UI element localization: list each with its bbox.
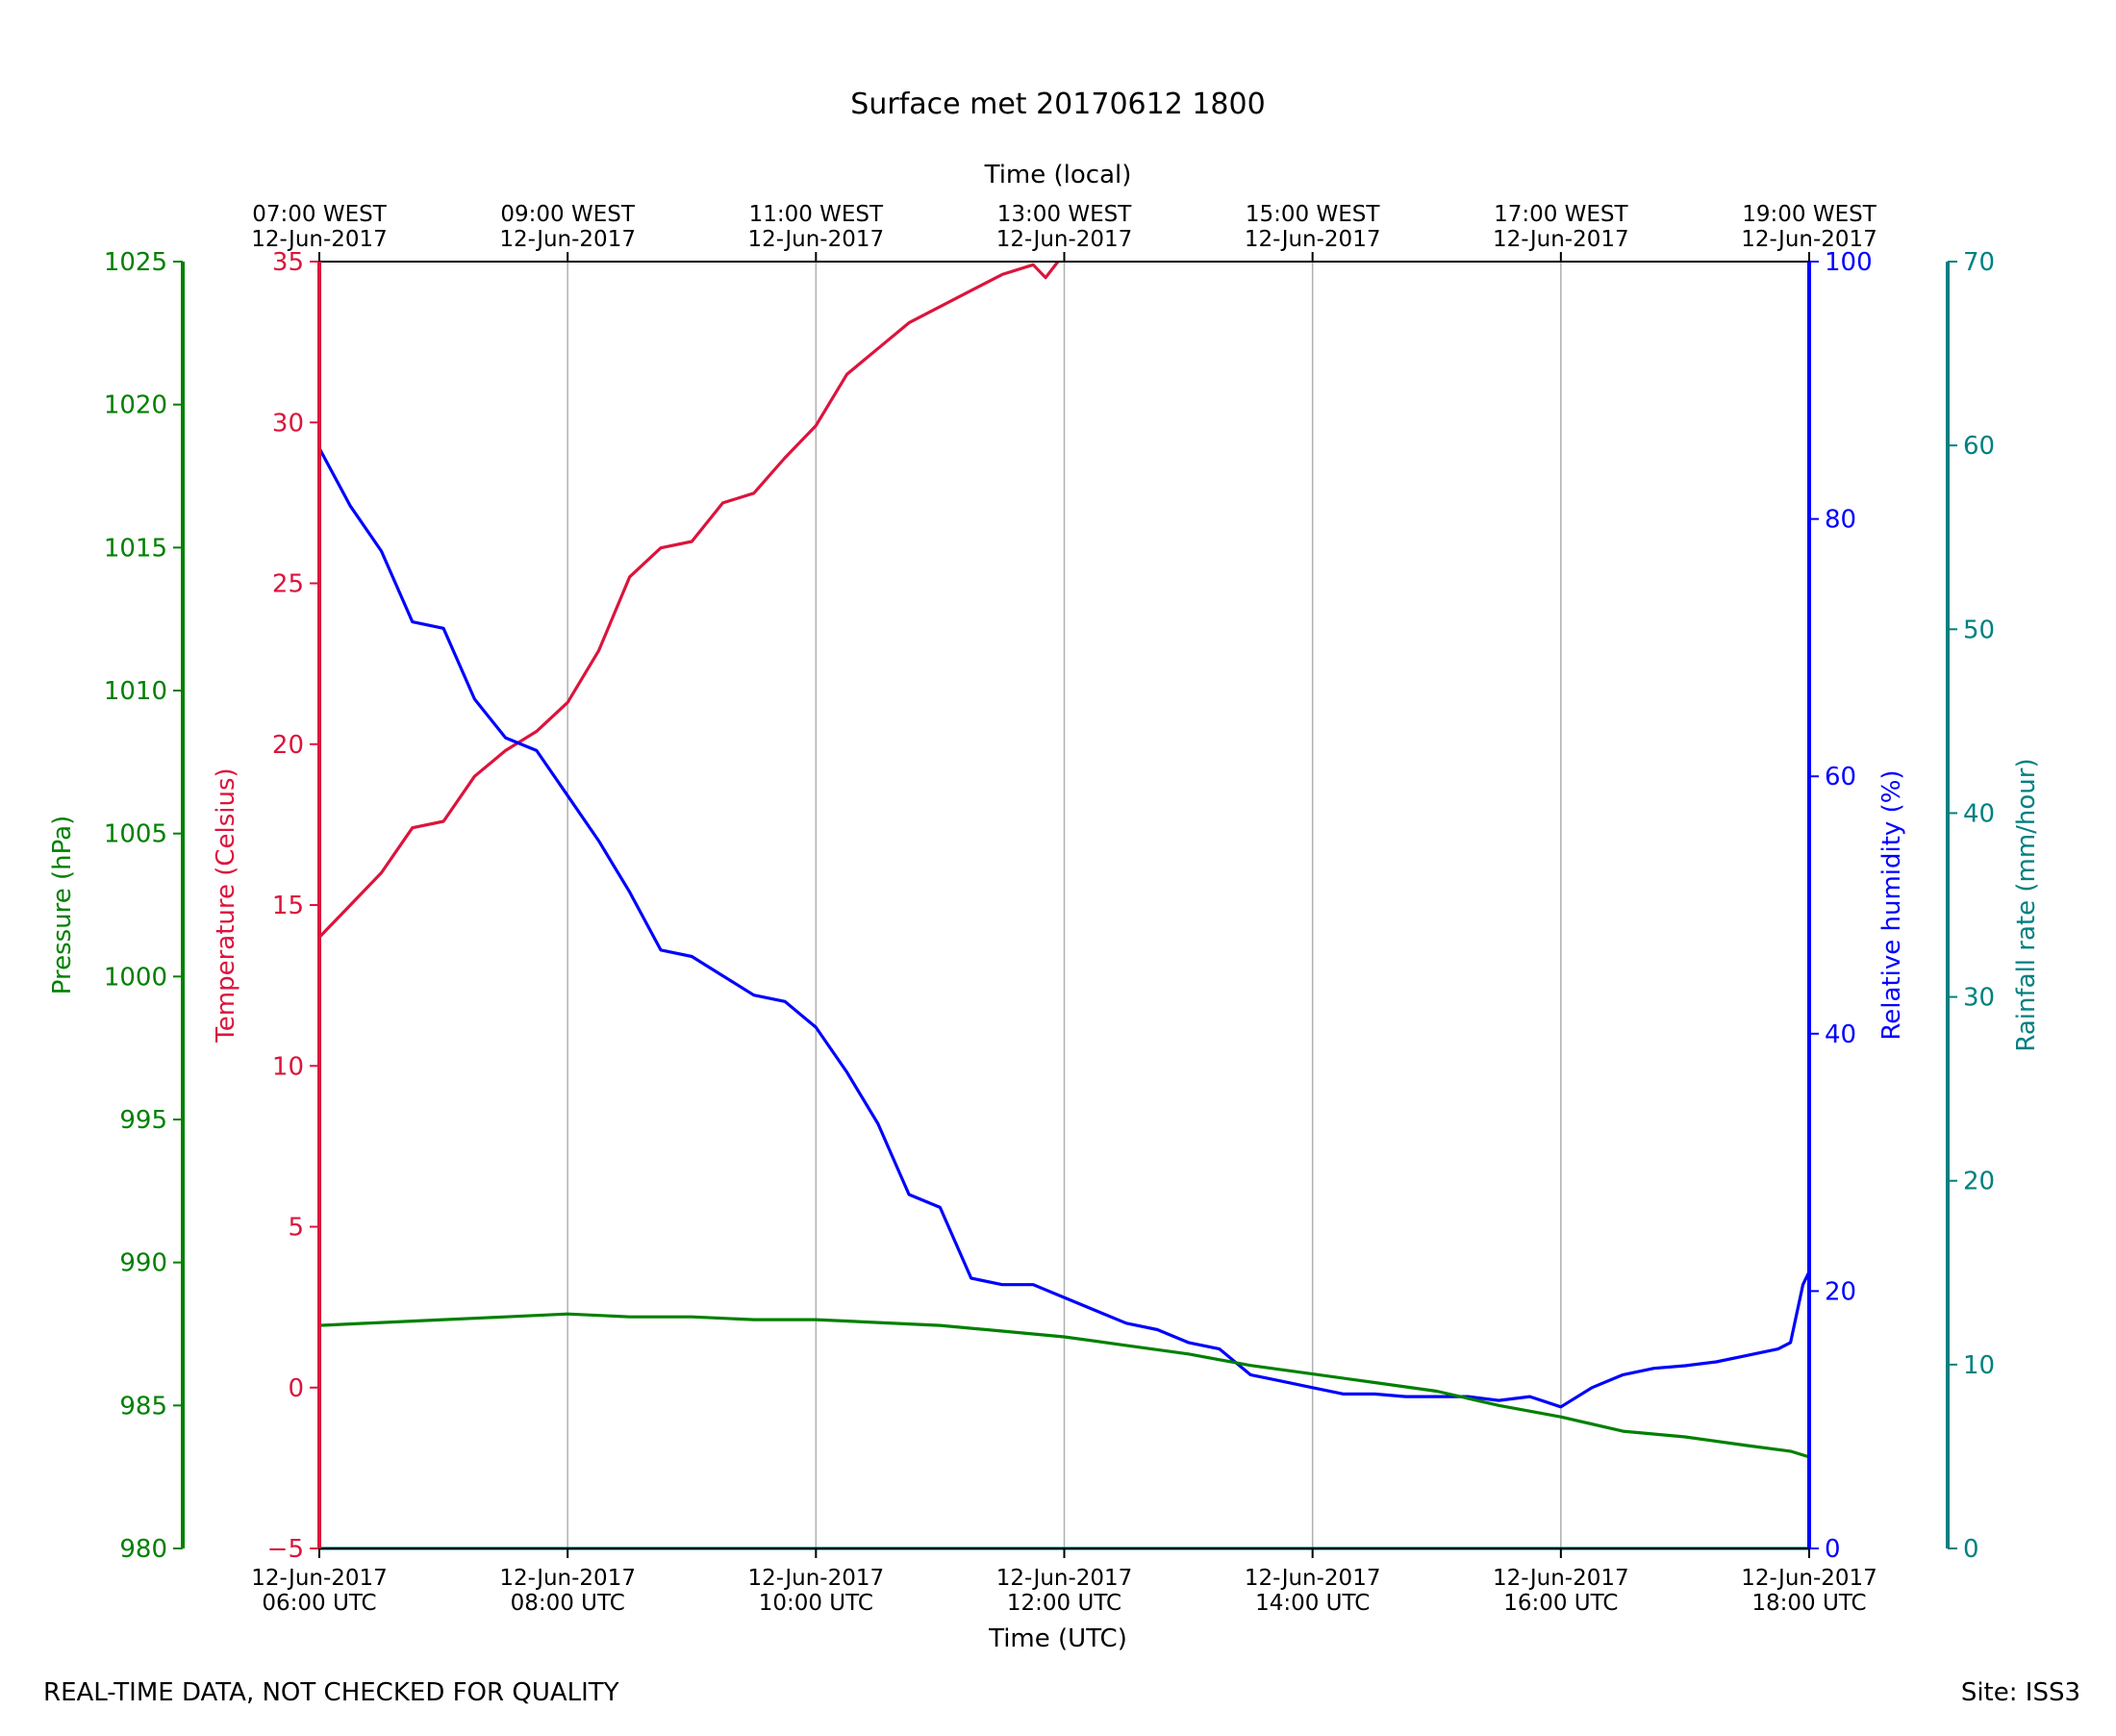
temperature-tick-label: 0 [288,1374,304,1403]
top-x-tick-date: 12-Jun-2017 [1245,227,1381,252]
series-line-relative-humidity [317,447,1811,1409]
series-line-temperature [317,261,1060,939]
temperature-tick-label: −5 [267,1535,304,1564]
pressure-tick-label: 1020 [104,391,167,420]
bottom-x-tick-date: 12-Jun-2017 [996,1566,1133,1591]
humidity-axis-label: Relative humidity (%) [1877,769,1906,1040]
bottom-x-tick-time: 10:00 UTC [759,1591,873,1616]
top-x-tick-date: 12-Jun-2017 [1741,227,1877,252]
bottom-x-tick-date: 12-Jun-2017 [251,1566,388,1591]
chart-title: Surface met 20170612 1800 [850,88,1265,121]
rainfall-tick-label: 10 [1963,1351,1995,1380]
rainfall-tick-label: 60 [1963,432,1995,461]
pressure-tick-label: 1000 [104,963,167,992]
humidity-tick-label: 100 [1825,248,1873,277]
site-label: Site: ISS3 [1961,1678,2080,1707]
bottom-x-tick-date: 12-Jun-2017 [1493,1566,1629,1591]
pressure-tick-label: 990 [119,1249,167,1278]
pressure-tick-label: 985 [119,1392,167,1421]
top-x-tick-time: 13:00 WEST [997,202,1132,227]
bottom-x-tick-time: 14:00 UTC [1255,1591,1370,1616]
top-x-tick-date: 12-Jun-2017 [499,227,636,252]
temperature-axis-label: Temperature (Celsius) [212,767,240,1043]
series-line-pressure [318,1312,1810,1459]
pressure-axis: 980 985 990 995 1000 1005 1010 1015 1020 1025 Pres… [48,248,185,1564]
top-x-tick-time: 09:00 WEST [500,202,635,227]
temperature-axis: −5 0 5 10 15 20 25 30 35 Temperature (Celsius) [212,248,321,1564]
bottom-x-tick-date: 12-Jun-2017 [1245,1566,1381,1591]
bottom-x-tick-time: 08:00 UTC [511,1591,625,1616]
rainfall-tick-label: 40 [1963,799,1995,828]
temperature-tick-label: 25 [272,570,304,599]
humidity-tick-label: 40 [1825,1020,1856,1049]
bottom-x-tick-time: 16:00 UTC [1503,1591,1618,1616]
top-x-tick-time: 17:00 WEST [1494,202,1628,227]
pressure-tick-label: 980 [119,1535,167,1564]
rainfall-tick-label: 0 [1963,1535,1979,1564]
rainfall-tick-label: 30 [1963,984,1995,1013]
temperature-tick-label: 5 [288,1214,304,1243]
humidity-tick-label: 20 [1825,1277,1856,1306]
bottom-x-tick-time: 06:00 UTC [262,1591,376,1616]
rainfall-tick-label: 50 [1963,616,1995,644]
pressure-axis-label: Pressure (hPa) [48,816,77,995]
top-axis-label: Time (local) [984,161,1132,189]
rainfall-tick-label: 20 [1963,1168,1995,1196]
pressure-tick-label: 1010 [104,677,167,706]
top-x-tick-date: 12-Jun-2017 [748,227,885,252]
axes: 980985990995100010051010101510201025Pres… [48,202,2041,1616]
temperature-tick-label: 10 [272,1052,304,1081]
top-x-tick-date: 12-Jun-2017 [251,227,388,252]
rainfall-axis-label: Rainfall rate (mm/hour) [2012,758,2041,1051]
bottom-x-tick-date: 12-Jun-2017 [748,1566,885,1591]
temperature-tick-label: 35 [272,248,304,277]
temperature-tick-label: 15 [272,892,304,920]
pressure-tick-label: 1015 [104,534,167,563]
bottom-x-tick-date: 12-Jun-2017 [499,1566,636,1591]
rainfall-tick-label: 70 [1963,248,1995,277]
top-x-tick-time: 11:00 WEST [749,202,884,227]
top-x-tick-time: 07:00 WEST [252,202,387,227]
grid-lines [567,262,1562,1548]
humidity-tick-label: 80 [1825,506,1856,535]
bottom-axis-label: Time (UTC) [988,1624,1127,1653]
quality-note: REAL-TIME DATA, NOT CHECKED FOR QUALITY [43,1678,619,1707]
pressure-tick-label: 1005 [104,820,167,849]
top-x-tick-date: 12-Jun-2017 [1493,227,1629,252]
humidity-axis: 0 20 40 60 80 100 Relative humidity (%) [1807,248,1906,1564]
temperature-tick-label: 20 [272,731,304,760]
bottom-x-tick-time: 18:00 UTC [1751,1591,1866,1616]
bottom-x-tick-date: 12-Jun-2017 [1741,1566,1877,1591]
temperature-tick-label: 30 [272,409,304,438]
top-x-tick-time: 19:00 WEST [1742,202,1877,227]
bottom-x-tick-time: 12:00 UTC [1007,1591,1121,1616]
humidity-tick-label: 0 [1825,1535,1841,1564]
pressure-tick-label: 1025 [104,248,167,277]
rainfall-axis: 0 10 20 30 40 50 60 70 Rainfall rate (mm/hour) [1946,248,2041,1564]
humidity-tick-label: 60 [1825,763,1856,792]
pressure-tick-label: 995 [119,1106,167,1135]
top-x-tick-date: 12-Jun-2017 [996,227,1133,252]
top-x-tick-time: 15:00 WEST [1246,202,1380,227]
